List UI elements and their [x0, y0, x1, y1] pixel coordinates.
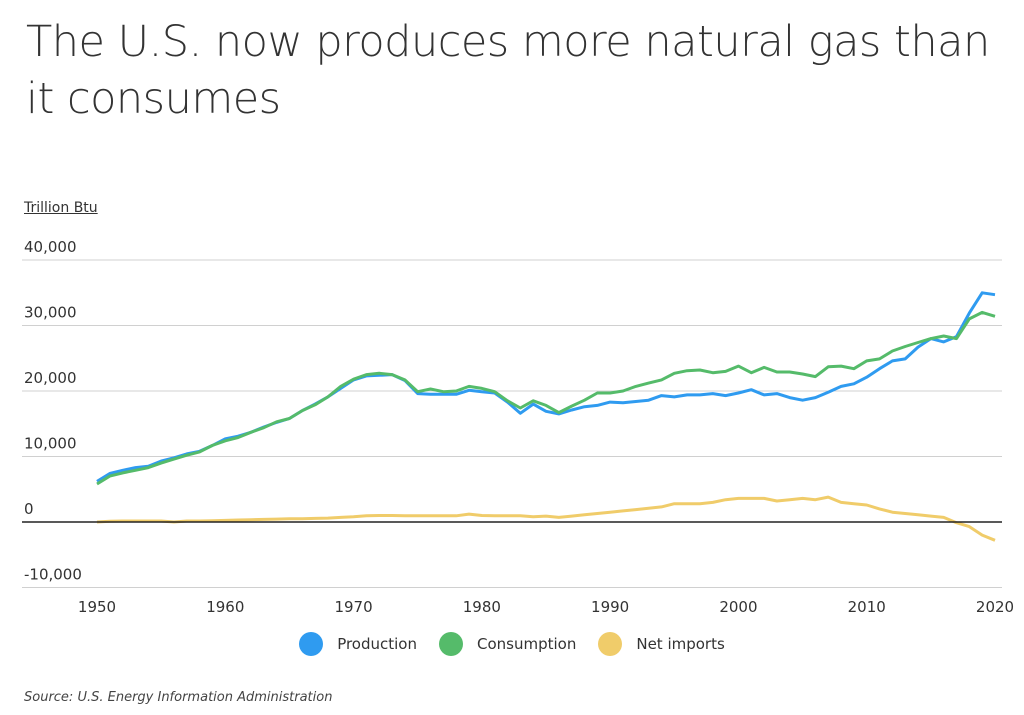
series-line-production — [96, 291, 996, 483]
source-note: Source: U.S. Energy Information Administ… — [24, 690, 333, 705]
legend-label: Net imports — [636, 635, 725, 653]
x-tick-label: 2010 — [848, 598, 886, 616]
legend-swatch — [439, 632, 463, 656]
series-line-consumption — [96, 310, 996, 486]
x-tick-label: 1960 — [206, 598, 244, 616]
y-axis-label: Trillion Btu — [24, 200, 98, 216]
y-tick-label: 40,000 — [24, 238, 77, 256]
x-tick-label: 2000 — [719, 598, 757, 616]
x-tick-label: 1950 — [78, 598, 116, 616]
legend-swatch — [299, 632, 324, 656]
x-tick-label: 1990 — [591, 598, 629, 616]
series-line-net-imports — [96, 495, 996, 542]
legend-label: Consumption — [477, 635, 577, 653]
y-tick-label: 20,000 — [24, 369, 77, 387]
x-tick-label: 2020 — [976, 598, 1014, 616]
y-tick-label: -10,000 — [24, 566, 82, 584]
x-tick-label: 1970 — [334, 598, 372, 616]
legend: Production Consumption Net imports — [0, 632, 1024, 656]
legend-item: Production — [299, 632, 417, 656]
legend-swatch — [598, 632, 623, 656]
y-tick-label: 30,000 — [24, 304, 77, 322]
y-tick-label: 0 — [24, 500, 34, 518]
y-tick-label: 10,000 — [24, 435, 77, 453]
x-tick-label: 1980 — [463, 598, 501, 616]
legend-label: Production — [337, 635, 417, 653]
chart-title: The U.S. now produces more natural gas t… — [26, 17, 990, 124]
legend-item: Net imports — [598, 632, 725, 656]
legend-item: Consumption — [439, 632, 576, 656]
